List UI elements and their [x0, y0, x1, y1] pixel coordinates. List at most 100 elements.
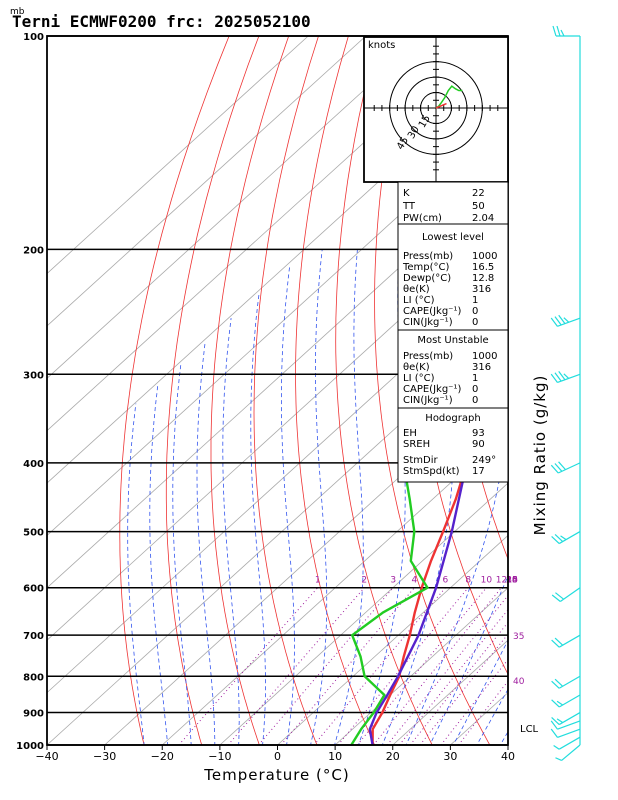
isotherm-line [219, 482, 508, 745]
wind-barb-flag [563, 373, 570, 379]
wind-barb-flag [550, 317, 558, 327]
mixing-ratio-label: 12 [496, 576, 507, 586]
wind-barb-flag [556, 718, 564, 724]
temperature-tick-label: 40 [501, 750, 515, 763]
profile-temperature [371, 311, 508, 745]
wind-barb-flag [551, 639, 560, 648]
wind-barb-flag [550, 373, 558, 383]
most-unstable-row-value: 1000 [472, 351, 497, 362]
x-axis-label: Temperature (°C) [203, 766, 349, 784]
storm-row-value: 17 [472, 466, 485, 477]
wind-barb-flag [551, 716, 560, 725]
pressure-tick-label: 300 [23, 370, 44, 381]
mixing-ratio-line [227, 587, 365, 745]
most-unstable-row-label: LI (°C) [403, 373, 435, 384]
moist-adiabat [222, 318, 240, 745]
tt-index-label: TT [402, 201, 416, 212]
most-unstable-row-value: 0 [472, 384, 478, 395]
pw-index-label: PW(cm) [403, 213, 442, 224]
lowest-level-row-value: 1 [472, 295, 478, 306]
wind-barb-flag [563, 317, 570, 323]
mixing-ratio-line [178, 587, 319, 745]
isotherm-line [277, 534, 508, 745]
most-unstable-row-value: 1 [472, 373, 478, 384]
wind-barb [551, 694, 581, 708]
pressure-tick-label: 900 [23, 709, 44, 720]
dry-adiabat [552, 36, 618, 760]
dry-adiabat [335, 36, 433, 745]
mixing-ratio-label: 30 [506, 576, 518, 586]
wind-barb-staff [557, 728, 581, 738]
theta-e-label: 40 [513, 677, 525, 687]
wind-barb [551, 675, 581, 689]
mixing-ratio-label: 1 [315, 576, 321, 586]
wind-barb-flag [551, 699, 560, 708]
wind-barb [550, 461, 581, 474]
storm-row-label: StmSpd(kt) [403, 466, 460, 477]
wind-barb-flag [558, 461, 566, 471]
wind-barb-flag [554, 678, 564, 687]
moist-adiabat [429, 574, 508, 745]
lowest-level-heading: Lowest level [422, 232, 484, 243]
wind-barb-flag [550, 728, 558, 738]
temperature-tick-label: 10 [328, 750, 342, 763]
dry-adiabat [165, 36, 260, 745]
k-index-label: K [403, 188, 410, 199]
isotherm-line [507, 744, 508, 745]
mixing-ratio-line [280, 587, 415, 745]
theta-e-label: 35 [513, 632, 524, 642]
most-unstable-row-label: CAPE(Jkg⁻¹) [403, 384, 461, 395]
hodograph-row-value: 90 [472, 439, 485, 450]
dry-adiabat [584, 36, 618, 760]
isotherm-line [47, 36, 309, 275]
temperature-tick-label: 0 [274, 750, 281, 763]
isotherm-line [47, 272, 508, 694]
lowest-level-row-value: 0 [472, 317, 478, 328]
hodograph-units-label: knots [368, 40, 395, 51]
temperature-tick-label: −40 [35, 750, 58, 763]
wind-barb-flag [558, 371, 566, 381]
moist-adiabat [452, 639, 508, 745]
mixing-ratio-line [440, 658, 508, 745]
wind-barb-staff [558, 736, 581, 750]
isotherm-line [47, 36, 482, 432]
hodograph-ring-label: 15 [417, 113, 433, 130]
dry-adiabat [295, 36, 376, 745]
moist-adiabat [358, 249, 406, 745]
wind-barb [550, 720, 581, 730]
wind-barb-flag [551, 680, 560, 689]
tt-index-value: 50 [472, 201, 485, 212]
lowest-level-row-label: Dewp(°C) [403, 273, 451, 284]
lowest-level-row-label: LI (°C) [403, 295, 435, 306]
wind-barb-flag [554, 533, 564, 543]
mixing-ratio-label: 25 [506, 576, 517, 586]
lowest-level-row-label: Temp(°C) [402, 262, 450, 273]
wind-barb-flag [555, 757, 562, 761]
dry-adiabat [253, 36, 319, 745]
most-unstable-row-label: CIN(Jkg⁻¹) [403, 395, 453, 406]
wind-barb [551, 587, 581, 602]
isotherm-line [47, 36, 424, 379]
wind-barb [553, 736, 581, 750]
most-unstable-row-value: 0 [472, 395, 478, 406]
pw-index-value: 2.04 [472, 213, 494, 224]
mixing-ratio-label: 6 [443, 576, 449, 586]
wind-barb-flag [560, 29, 565, 37]
isotherm-line [161, 430, 508, 745]
wind-barb-flag [555, 592, 564, 600]
pressure-tick-label: 700 [23, 631, 44, 642]
wind-barb-flag [560, 535, 567, 541]
wind-barb [550, 371, 581, 384]
lowest-level-row-label: CIN(Jkg⁻¹) [403, 317, 453, 328]
chart-title: Terni ECMWF0200 frc: 2025052100 [12, 12, 311, 31]
isotherm-line [47, 36, 367, 327]
lowest-level-row-value: 0 [472, 306, 478, 317]
moist-adiabat [280, 264, 295, 745]
hodograph-ring-label: 30 [406, 124, 422, 141]
wind-barb [551, 712, 581, 726]
dry-adiabat [210, 36, 290, 745]
